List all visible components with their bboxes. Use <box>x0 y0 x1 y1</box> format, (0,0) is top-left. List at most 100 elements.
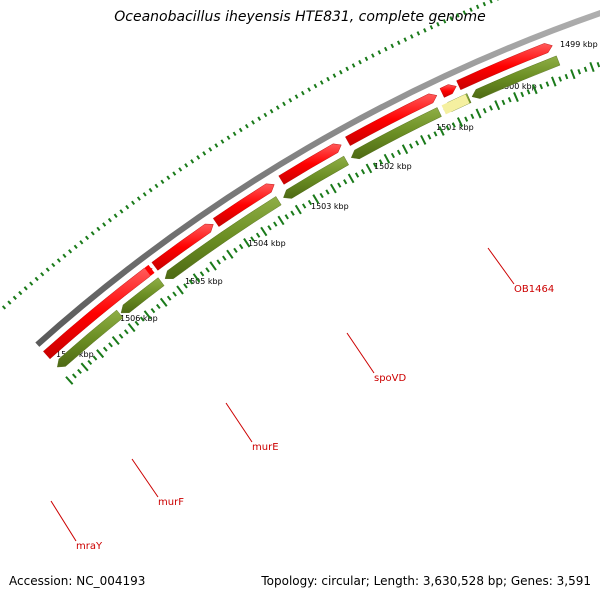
inner-tick <box>401 144 409 155</box>
outer-tick <box>190 159 195 164</box>
outer-tick <box>154 183 159 189</box>
gene-label: OB1464 <box>514 284 554 295</box>
inner-tick <box>501 99 506 106</box>
outer-tick <box>288 98 293 103</box>
inner-tick <box>513 92 519 103</box>
outer-tick <box>269 108 274 114</box>
outer-tick <box>23 286 28 291</box>
inner-tick <box>433 131 438 137</box>
outer-tick <box>390 43 395 49</box>
genome-title: Oceanobacillus iheyensis HTE831, complet… <box>114 9 486 25</box>
inner-scale-ticks <box>65 61 600 385</box>
inner-tick <box>243 238 251 248</box>
inner-tick <box>570 69 576 80</box>
inner-tick <box>526 89 531 95</box>
outer-tick <box>12 295 17 300</box>
inner-tick <box>545 81 550 87</box>
inner-tick <box>551 76 557 87</box>
outer-tick <box>423 28 427 33</box>
outer-tick <box>73 244 78 249</box>
inner-tick <box>233 247 238 254</box>
inner-tick <box>139 316 145 322</box>
outer-tick <box>196 155 201 160</box>
gene-leader-line <box>131 458 159 498</box>
inner-tick <box>277 215 285 226</box>
inner-tick <box>183 283 188 289</box>
inner-tick <box>307 199 313 206</box>
inner-tick <box>583 66 588 73</box>
gene-leader-line <box>346 332 375 374</box>
inner-tick <box>312 194 320 204</box>
inner-tick <box>238 243 244 250</box>
gene-leader-line <box>225 402 253 443</box>
outer-tick <box>436 22 440 27</box>
inner-tick <box>209 261 217 271</box>
inner-tick <box>532 84 538 95</box>
inner-tick <box>166 295 172 301</box>
outer-tick <box>68 249 73 254</box>
outer-tick <box>371 53 375 58</box>
kbp-label: 1506 kbp <box>120 314 158 323</box>
inner-tick <box>80 362 89 372</box>
outer-tick <box>263 112 268 118</box>
cds-green-4 <box>350 107 442 160</box>
inner-tick <box>205 267 210 273</box>
inner-tick <box>267 225 272 231</box>
inner-tick <box>188 279 194 285</box>
inner-tick <box>222 255 227 261</box>
outer-tick <box>351 63 356 68</box>
inner-tick <box>134 320 140 326</box>
outer-tick <box>131 200 136 206</box>
inner-tick <box>427 134 432 140</box>
outer-tick <box>449 16 453 21</box>
inner-tick <box>337 182 342 188</box>
outer-tick <box>403 37 408 42</box>
inner-tick <box>77 368 82 374</box>
inner-tick <box>577 69 582 75</box>
inner-tick <box>159 297 168 307</box>
outer-tick <box>313 83 318 89</box>
outer-tick <box>18 290 23 296</box>
inner-tick <box>378 159 383 165</box>
outer-tick <box>396 40 401 45</box>
cds-red-small <box>144 264 155 276</box>
outer-tick <box>202 151 207 156</box>
inner-tick <box>87 359 93 366</box>
inner-tick <box>415 140 420 146</box>
outer-tick <box>214 143 219 148</box>
cds-red-1 <box>151 223 214 271</box>
inner-tick <box>354 172 360 178</box>
inner-tick <box>150 308 156 314</box>
outer-tick <box>275 105 280 110</box>
cds-green-0 <box>57 309 124 368</box>
outer-tick <box>148 187 153 193</box>
outer-tick <box>45 267 50 272</box>
accession-label: Accession: NC_004193 <box>9 574 146 588</box>
kbp-label: 1499 kbp <box>560 40 598 49</box>
inner-tick <box>96 349 105 359</box>
kbp-label: 1502 kbp <box>374 162 412 171</box>
outer-tick <box>184 163 189 168</box>
outer-tick <box>226 135 231 140</box>
inner-tick <box>108 342 113 348</box>
outer-tick <box>102 222 107 227</box>
kbp-label: 1501 kbp <box>436 123 474 132</box>
inner-tick <box>172 291 177 297</box>
outer-tick <box>307 87 311 92</box>
inner-tick <box>123 329 129 335</box>
outer-tick <box>113 213 118 218</box>
inner-tick <box>301 203 307 209</box>
inner-tick <box>143 310 152 320</box>
outer-tick <box>136 196 141 201</box>
outer-tick <box>469 7 473 12</box>
outer-tick <box>384 46 388 52</box>
outer-tick <box>29 281 34 286</box>
inner-tick <box>226 249 234 259</box>
outer-tick <box>489 0 493 4</box>
inner-tick <box>596 61 600 68</box>
outer-tick <box>56 258 61 263</box>
inner-tick <box>372 162 377 168</box>
inner-tick <box>475 108 482 119</box>
inner-tick <box>390 152 395 159</box>
outer-tick <box>79 240 84 245</box>
